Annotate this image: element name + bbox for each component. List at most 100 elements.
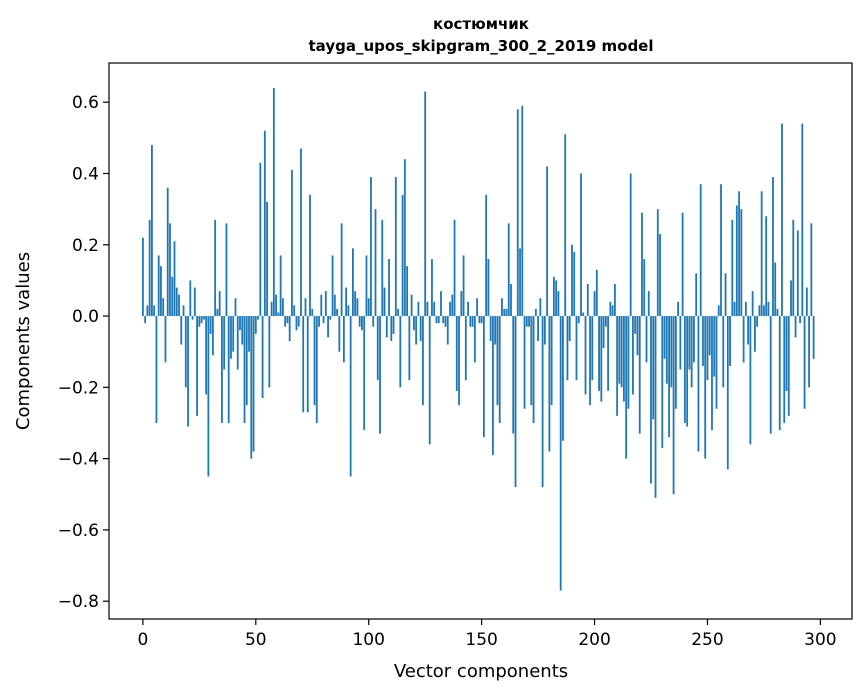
bar <box>609 301 612 317</box>
bar <box>403 159 406 317</box>
bar <box>785 316 788 391</box>
bar <box>738 191 740 317</box>
bar <box>277 312 280 317</box>
bar <box>315 316 318 423</box>
bar <box>202 316 205 320</box>
x-tick-label: 200 <box>578 630 610 650</box>
bar <box>742 316 745 363</box>
bar <box>381 219 384 317</box>
bar <box>473 316 476 363</box>
bar <box>625 316 628 459</box>
bar <box>162 298 165 317</box>
bar <box>562 316 564 441</box>
bar <box>148 219 151 317</box>
bar <box>333 294 336 317</box>
bar <box>774 262 777 317</box>
bar <box>370 177 372 317</box>
bar <box>557 291 560 317</box>
bar <box>476 298 479 317</box>
bar <box>636 316 639 356</box>
x-tick-label: 250 <box>691 630 723 650</box>
bar <box>571 244 573 317</box>
bar <box>460 291 463 317</box>
bar <box>442 316 445 324</box>
bar <box>281 298 284 317</box>
bar <box>717 305 720 317</box>
bar <box>390 316 393 341</box>
bar <box>356 298 359 317</box>
x-tick-label: 150 <box>465 630 497 650</box>
bar <box>731 219 734 317</box>
bar <box>415 316 418 345</box>
bar <box>487 259 490 317</box>
bar <box>767 301 770 317</box>
bar <box>198 316 201 327</box>
bar <box>801 123 804 317</box>
bar <box>340 223 343 317</box>
bar <box>361 316 363 331</box>
bar <box>559 316 562 591</box>
bar <box>250 316 253 459</box>
bar <box>266 202 268 317</box>
bar <box>153 305 156 317</box>
bar <box>573 251 576 317</box>
bar <box>300 148 302 317</box>
bar <box>259 162 262 317</box>
bar <box>810 223 813 317</box>
bar <box>211 316 214 356</box>
bar <box>663 316 666 359</box>
bar <box>480 316 483 324</box>
bar <box>284 316 287 327</box>
bar <box>146 305 149 317</box>
bar <box>620 316 623 388</box>
bar <box>512 316 515 434</box>
bar <box>392 316 395 334</box>
bar <box>702 316 704 366</box>
bar <box>446 316 449 345</box>
y-axis-ticks: −0.8 −0.6 −0.4 −0.2 0.0 0.2 0.4 0.6 <box>58 93 109 612</box>
bar <box>693 316 695 363</box>
bar <box>498 316 501 423</box>
bar <box>189 280 192 317</box>
bar <box>455 316 458 391</box>
bar <box>758 305 761 317</box>
bar <box>543 316 546 345</box>
bar <box>679 316 682 370</box>
bar <box>697 316 700 452</box>
bar <box>408 316 411 381</box>
bar <box>796 230 799 317</box>
bar <box>184 316 187 388</box>
bar <box>257 316 259 320</box>
bar <box>494 316 497 345</box>
bar <box>313 316 316 406</box>
bar <box>776 308 779 317</box>
bar <box>541 316 544 488</box>
y-tick-label: 0.2 <box>72 236 99 256</box>
bar <box>656 209 659 317</box>
bar <box>275 294 278 317</box>
bar <box>582 312 585 317</box>
bar <box>523 316 526 409</box>
bar <box>501 298 503 317</box>
bar <box>600 316 603 402</box>
bar <box>803 316 806 409</box>
bar <box>318 316 320 327</box>
bar <box>225 223 228 317</box>
y-tick-label: −0.4 <box>58 450 99 470</box>
bar <box>218 291 221 317</box>
x-tick-label: 100 <box>352 630 384 650</box>
bar <box>322 316 325 324</box>
bar <box>534 308 537 317</box>
bar <box>169 223 171 317</box>
bar <box>157 255 160 317</box>
bar <box>629 173 632 317</box>
bar <box>794 316 797 338</box>
bar <box>372 316 375 327</box>
bar <box>575 316 578 381</box>
bar <box>358 316 361 327</box>
bar <box>584 316 587 395</box>
bar <box>453 219 456 317</box>
bar <box>695 273 698 317</box>
bar <box>141 237 144 317</box>
